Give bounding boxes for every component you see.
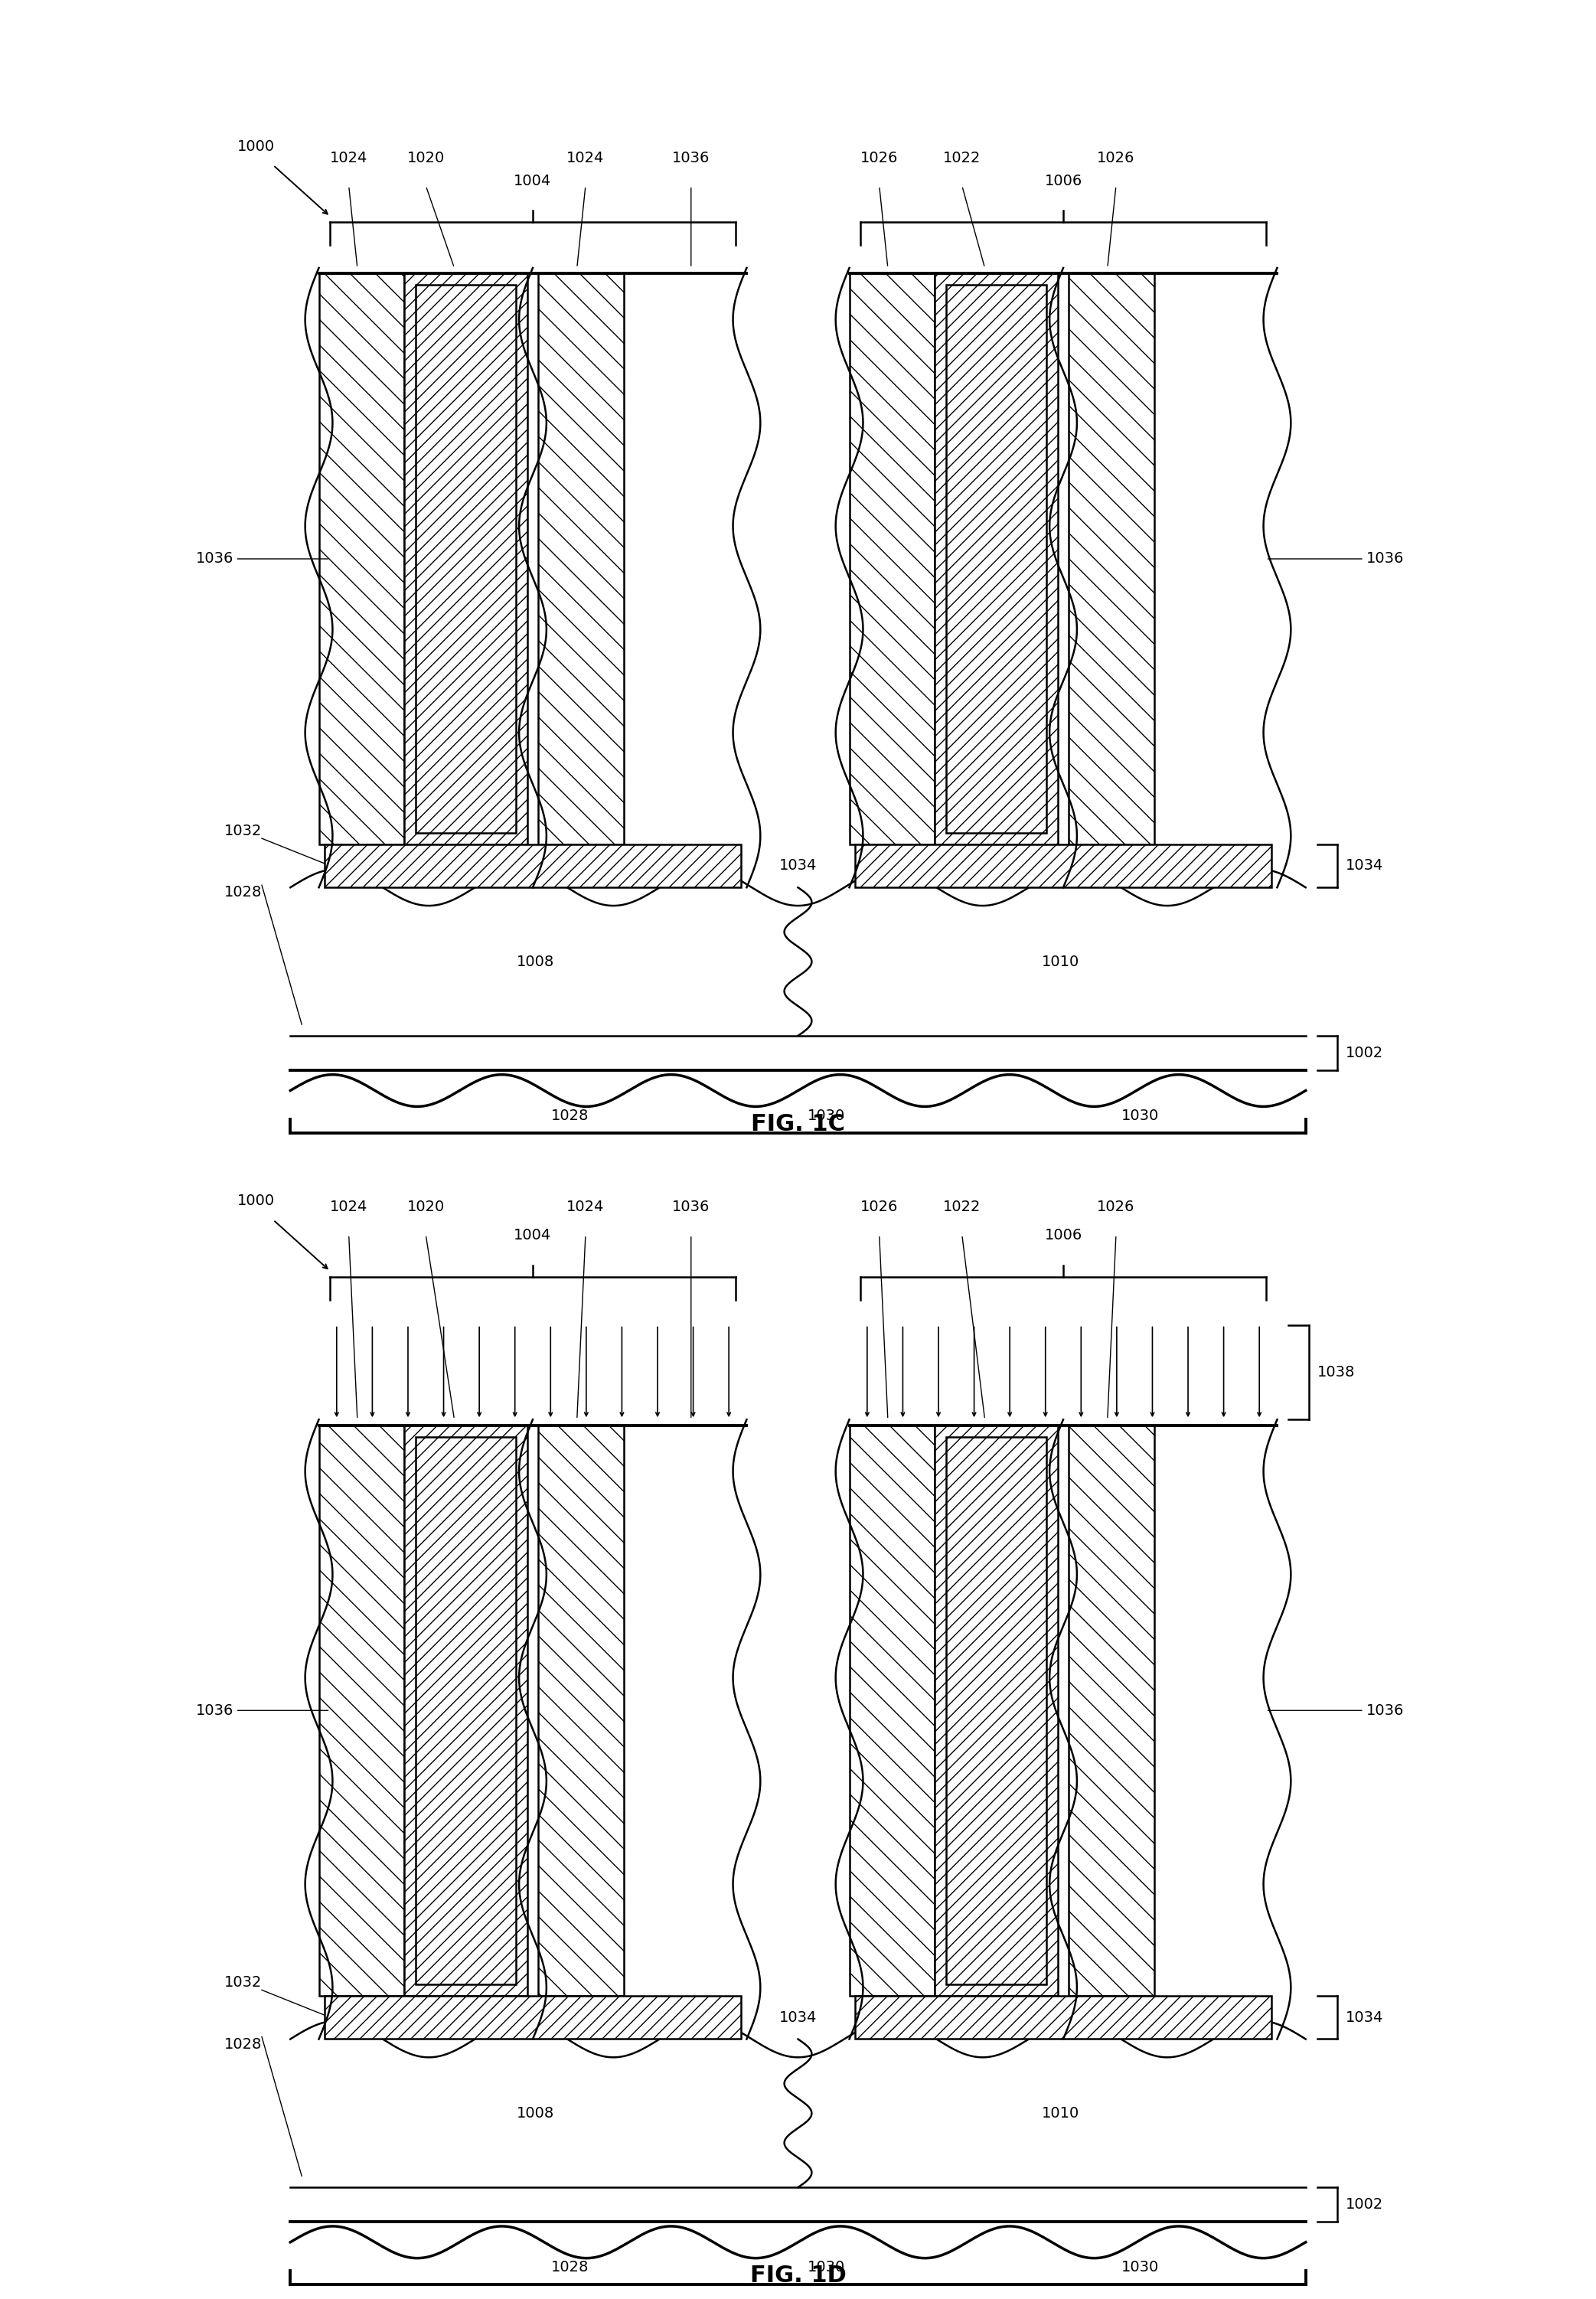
Text: 1004: 1004	[514, 172, 552, 189]
Text: 1002: 1002	[1345, 2198, 1384, 2212]
Text: 1020: 1020	[407, 1200, 445, 1214]
Text: 1010: 1010	[1042, 2106, 1079, 2120]
Text: 1030: 1030	[808, 1108, 846, 1122]
Text: 1024: 1024	[567, 152, 605, 166]
Bar	[404, 1425, 527, 1996]
Bar	[417, 1437, 516, 1984]
Text: 1008: 1008	[517, 954, 554, 968]
Text: FIG. 1D: FIG. 1D	[750, 2265, 846, 2288]
Text: 1018: 1018	[977, 1637, 1015, 1653]
Text: 1036: 1036	[195, 1704, 329, 1717]
Bar	[1069, 274, 1154, 844]
Bar	[324, 1996, 741, 2039]
Bar	[319, 274, 404, 844]
Text: 1018: 1018	[977, 485, 1015, 501]
Text: 1032: 1032	[223, 823, 262, 839]
Text: 1036: 1036	[1267, 552, 1404, 566]
Text: 1022: 1022	[943, 1200, 982, 1214]
Bar	[324, 844, 741, 887]
Text: 1028: 1028	[223, 885, 262, 899]
Text: 1028: 1028	[551, 1108, 589, 1122]
Text: 1034: 1034	[1345, 2009, 1384, 2025]
Text: 1038: 1038	[1317, 1366, 1355, 1379]
Text: 1014: 1014	[977, 1823, 1015, 1839]
Text: 1008: 1008	[517, 2106, 554, 2120]
Text: 1036: 1036	[195, 552, 329, 566]
Bar	[855, 844, 1272, 887]
Text: 1000: 1000	[238, 1193, 275, 1209]
Bar	[417, 285, 516, 832]
Text: 1026: 1026	[1096, 152, 1135, 166]
Bar	[538, 274, 624, 844]
Text: 1012: 1012	[447, 1823, 485, 1839]
Text: 1022: 1022	[943, 152, 982, 166]
Text: 1026: 1026	[1096, 1200, 1135, 1214]
Text: 1028: 1028	[551, 2260, 589, 2274]
Text: 1026: 1026	[860, 1200, 899, 1214]
Bar	[935, 274, 1058, 844]
Bar	[935, 1425, 1058, 1996]
Text: 1034: 1034	[1345, 858, 1384, 874]
Bar	[538, 1425, 624, 1996]
Text: 1006: 1006	[1044, 1228, 1082, 1244]
Text: FIG. 1C: FIG. 1C	[752, 1113, 844, 1136]
Bar	[1069, 1425, 1154, 1996]
Text: 1000: 1000	[238, 140, 275, 154]
Text: 1036: 1036	[672, 152, 710, 166]
Text: 1016: 1016	[447, 1637, 485, 1653]
Bar	[849, 274, 935, 844]
Text: 1030: 1030	[1122, 2260, 1159, 2274]
Text: 1020: 1020	[407, 152, 445, 166]
Text: 1030: 1030	[808, 2260, 846, 2274]
Text: 1006: 1006	[1044, 172, 1082, 189]
Text: 1024: 1024	[567, 1200, 605, 1214]
Text: 1036: 1036	[1267, 1704, 1404, 1717]
Text: 1034: 1034	[779, 2009, 817, 2025]
Text: 1004: 1004	[514, 1228, 552, 1244]
Text: 1034: 1034	[779, 858, 817, 874]
Bar	[319, 1425, 404, 1996]
Bar	[946, 285, 1045, 832]
Text: 1012: 1012	[447, 671, 485, 687]
Bar	[849, 1425, 935, 1996]
Text: 1032: 1032	[452, 2012, 487, 2025]
Text: 1024: 1024	[330, 152, 367, 166]
Text: 1026: 1026	[860, 152, 899, 166]
Text: 1036: 1036	[672, 1200, 710, 1214]
Bar	[855, 1996, 1272, 2039]
Text: 1028: 1028	[223, 2037, 262, 2051]
Text: 1030: 1030	[1122, 1108, 1159, 1122]
Text: 1032: 1032	[223, 1975, 262, 1991]
Text: 1002: 1002	[1345, 1046, 1384, 1060]
Text: 1016: 1016	[447, 485, 485, 501]
Text: 1032: 1032	[452, 860, 487, 874]
Bar	[946, 1437, 1045, 1984]
Text: 1024: 1024	[330, 1200, 367, 1214]
Text: 1010: 1010	[1042, 954, 1079, 968]
Bar	[404, 274, 527, 844]
Text: 1014: 1014	[977, 671, 1015, 687]
